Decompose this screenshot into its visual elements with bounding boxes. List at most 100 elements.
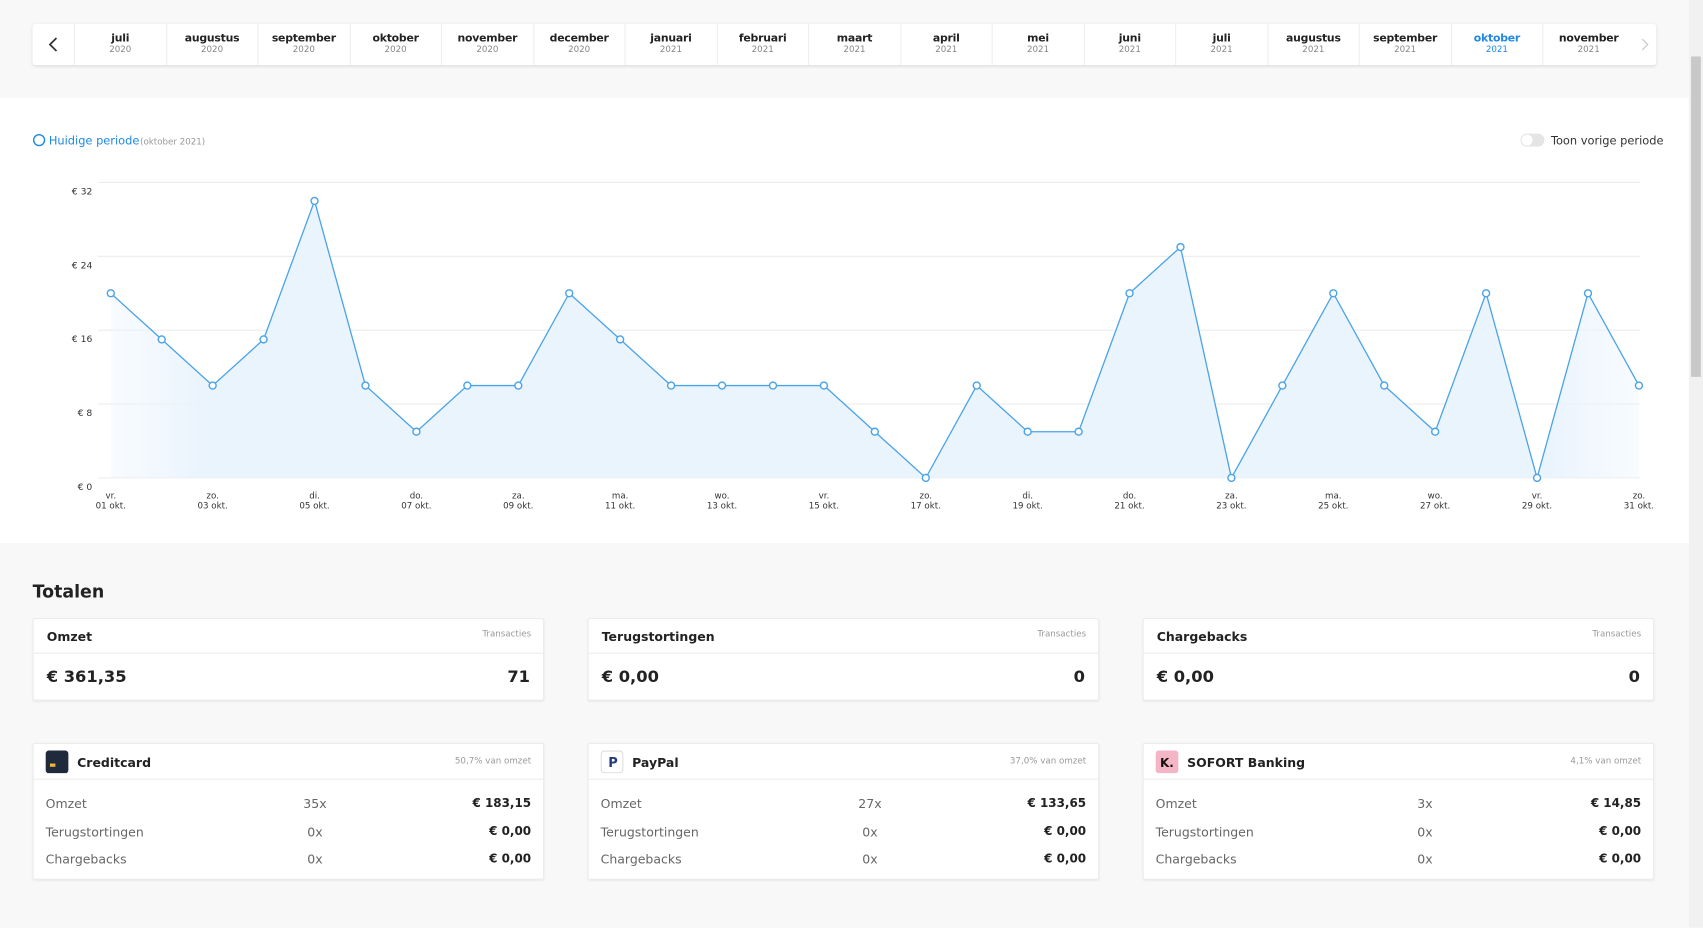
month-tab[interactable]: juli 2020 [73,23,166,66]
month-tab[interactable]: november 2020 [440,23,533,66]
row-amount: € 0,00 [1044,851,1087,866]
method-row: Terugstortingen 0x € 0,00 [589,824,1098,841]
chart: Huidige periode (oktober 2021) Toon vori… [32,133,1664,511]
prev-arrow[interactable] [33,24,74,65]
x-tick-weekday: za. [512,492,525,502]
row-count: 0x [1417,851,1433,867]
point [208,381,217,390]
point [1430,427,1440,436]
scrollbar [1688,0,1703,928]
point [972,381,981,390]
month-tab[interactable]: september 2020 [257,23,349,66]
legend-marker [32,133,46,147]
card-count-label: Transacties [482,628,532,639]
card-amount: € 0,00 [601,666,659,687]
month-tab[interactable]: juli 2021 [1175,23,1267,66]
month-tab[interactable]: september 2021 [1358,23,1451,66]
row-amount: € 0,00 [489,823,532,838]
month-tab[interactable]: maart 2021 [808,23,900,66]
x-tick-label: 01 okt. [96,501,126,511]
month-tab[interactable]: juni 2021 [1083,23,1175,66]
tab-month: november [1558,32,1619,45]
x-tick-weekday: vr. [1532,492,1543,502]
scroll-thumb[interactable] [1691,56,1701,377]
month-tab[interactable]: november 2021 [1542,23,1634,66]
method-card: P PayPal 37,0% van omzet Omzet 27x € 133,65 Te… [587,742,1100,880]
period-label: (oktober 2021) [140,137,205,147]
month-tab[interactable]: januari 2021 [624,23,717,66]
card-count-label: Transacties [1592,628,1642,639]
month-tab[interactable]: augustus 2021 [1266,23,1359,66]
tab-month: september [1373,32,1438,45]
x-tick-weekday: zo. [206,492,218,502]
row-amount: € 0,00 [1599,851,1642,866]
point [921,473,930,483]
row-label: Chargebacks [1155,851,1237,867]
card-count: 71 [507,666,531,687]
total-card: Terugstortingen Transacties € 0,00 0 [587,617,1100,701]
tab-year: 2021 [843,44,866,55]
card-header: P PayPal 37,0% van omzet [588,744,1099,780]
method-icon [45,750,69,774]
month-tab[interactable]: augustus 2020 [165,23,258,66]
month-tab[interactable]: februari 2021 [716,23,808,66]
tab-month: november [457,32,518,45]
row-count: 35x [303,796,327,812]
x-tick-label: 25 okt. [1318,501,1348,511]
month-tabs: juli 2020 augustus 2020 september 2020 oktober… [32,23,1657,66]
x-tick-label: 03 okt. [198,501,228,511]
toggle-label[interactable]: Toon vorige periode [1550,133,1664,147]
month-tab[interactable]: december 2020 [532,23,625,66]
card-label: Omzet [46,628,93,645]
point [1481,289,1491,298]
card-label: Terugstortingen [601,628,715,645]
card-count: 0 [1628,666,1641,687]
point [412,427,421,436]
month-tab[interactable]: oktober 2021 [1450,23,1542,66]
tab-month: april [932,32,960,45]
x-tick-weekday: zo. [1633,492,1645,502]
month-tab[interactable]: mei 2021 [991,23,1084,66]
tab-month: augustus [1286,32,1341,45]
x-tick-label: 07 okt. [401,501,431,511]
card-label: Chargebacks [1156,628,1248,645]
row-amount: € 133,65 [1027,796,1087,811]
tab-month: juni [1118,32,1141,45]
month-tab[interactable]: april 2021 [899,23,992,66]
month-tab[interactable]: oktober 2020 [349,23,441,66]
point [463,381,472,390]
x-tick-label: 23 okt. [1216,501,1246,511]
x-tick-label: 09 okt. [503,501,533,511]
x-tick-weekday: vr. [819,492,830,502]
row-label: Terugstortingen [600,823,699,840]
x-tick-weekday: vr. [105,492,116,502]
next-arrow[interactable] [1636,24,1656,65]
point [870,427,880,436]
y-tick-label: € 24 [72,260,93,271]
point [1023,427,1032,436]
x-tick-label: 15 okt. [809,501,839,511]
tab-month: oktober [372,32,419,45]
method-icon: K. [1155,750,1179,774]
point [819,381,829,390]
x-tick-weekday: di. [1022,492,1033,502]
point [1380,381,1389,390]
y-tick-label: € 8 [78,408,93,419]
x-tick-label: 31 okt. [1624,501,1654,511]
card-header: Omzet Transacties [33,619,544,654]
method-share: 37,0% van omzet [1009,755,1087,766]
method-row: Chargebacks 0x € 0,00 [589,852,1098,869]
point [310,196,319,206]
tab-year: 2021 [1302,44,1325,55]
method-card: Creditcard 50,7% van omzet Omzet 35x € 183,1… [32,742,545,880]
total-card: Chargebacks Transacties € 0,00 0 [1142,617,1655,701]
method-row: Omzet 35x € 183,15 [34,796,543,813]
area [110,200,1639,478]
card-header: Chargebacks Transacties [1143,619,1654,654]
x-tick-label: 11 okt. [605,501,635,511]
method-icon: P [600,750,624,774]
row-label: Terugstortingen [1155,823,1254,840]
point [106,289,115,298]
y-tick-label: € 32 [72,186,93,197]
